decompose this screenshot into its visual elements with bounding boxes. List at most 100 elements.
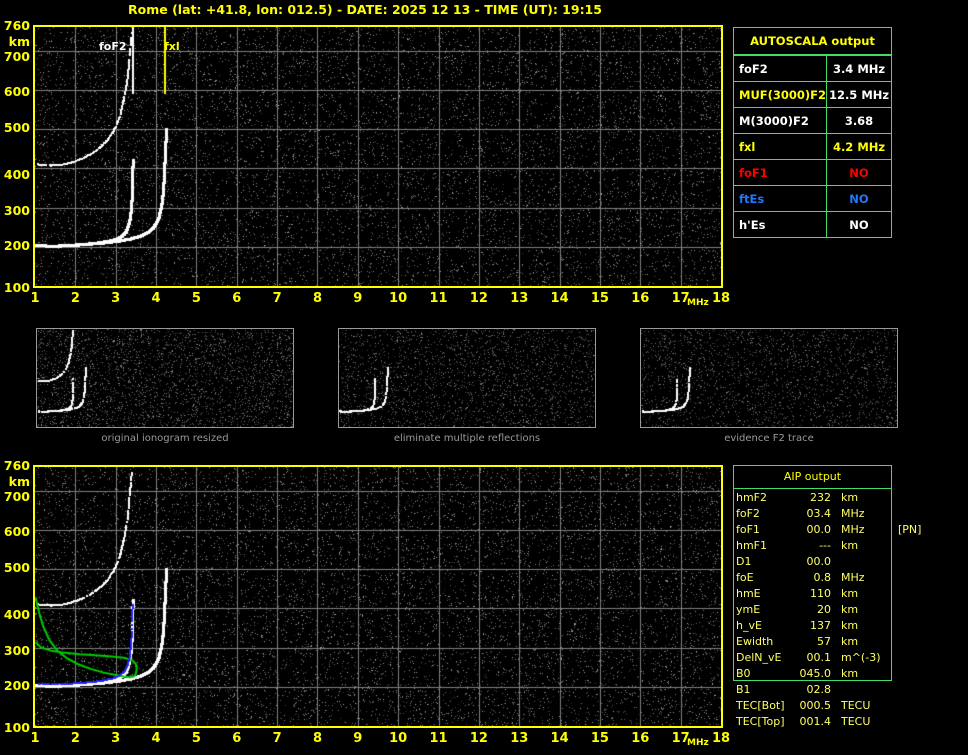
xaxis-tick-11: 11 <box>429 731 448 746</box>
aip-param-value: 232 <box>810 491 831 504</box>
bottom-ylabel-300: 300 <box>3 643 30 658</box>
xaxis-tick-12: 12 <box>469 731 488 746</box>
bottom-ylabel-600: 600 <box>3 524 30 539</box>
autoscala-value: 3.68 <box>826 107 891 134</box>
autoscala-key: h'Es <box>734 211 828 237</box>
aip-param-name: TEC[Top] <box>736 715 785 728</box>
thumbnail-original-ionogram[interactable] <box>36 328 294 428</box>
xaxis-tick-18: 18 <box>711 731 731 746</box>
xaxis-tick-2: 2 <box>70 291 80 306</box>
aip-row: hmF1 --- km <box>733 538 963 554</box>
top-ylabel-400: 400 <box>3 167 30 182</box>
xaxis-tick-18: 18 <box>711 291 731 306</box>
top-ionogram-plot[interactable] <box>33 25 723 288</box>
top-ylabel-100: 100 <box>3 280 30 295</box>
xaxis-tick-17: 17 <box>671 291 690 306</box>
autoscala-value: NO <box>826 159 891 186</box>
aip-row: foF2 03.4 MHz <box>733 506 963 522</box>
bottom-ylabel-400: 400 <box>3 607 30 622</box>
thumbnail-eliminate-multiple-reflections[interactable] <box>338 328 596 428</box>
bottom-ionogram-canvas <box>35 467 721 726</box>
aip-output-panel: AIP output <box>733 465 892 681</box>
aip-row: DelN_vE 00.1 m^(-3) <box>733 650 963 666</box>
thumbnail-2-canvas <box>339 329 595 427</box>
xaxis-tick-7: 7 <box>272 731 282 746</box>
aip-row: D1 00.0 <box>733 554 963 570</box>
aip-param-unit: TECU <box>841 699 871 712</box>
xaxis-tick-13: 13 <box>510 731 529 746</box>
top-ylabel-760: 760 <box>3 18 30 33</box>
marker-label-fxl: fxl <box>164 40 180 53</box>
bottom-xaxis-unit: MHz <box>687 738 709 748</box>
xaxis-tick-3: 3 <box>111 731 121 746</box>
thumbnail-3-caption: evidence F2 trace <box>724 433 814 444</box>
xaxis-tick-10: 10 <box>389 291 408 306</box>
thumbnail-evidence-f2-trace[interactable] <box>640 328 898 428</box>
autoscala-row: foF1 NO <box>734 159 891 186</box>
xaxis-tick-9: 9 <box>353 291 363 306</box>
aip-row: B1 02.8 <box>733 682 963 698</box>
top-ylabel-300: 300 <box>3 203 30 218</box>
autoscala-row: MUF(3000)F2 12.5 MHz <box>734 81 891 108</box>
aip-param-name: B0 <box>736 667 751 680</box>
aip-param-value: 20 <box>817 603 831 616</box>
xaxis-tick-14: 14 <box>550 291 569 306</box>
thumbnail-3-canvas <box>641 329 897 427</box>
autoscala-row: ftEs NO <box>734 185 891 212</box>
aip-param-unit: m^(-3) <box>841 651 881 664</box>
top-ylabel-600: 600 <box>3 84 30 99</box>
aip-row: foE 0.8 MHz <box>733 570 963 586</box>
aip-param-unit: km <box>841 619 859 632</box>
xaxis-tick-5: 5 <box>191 731 201 746</box>
xaxis-tick-3: 3 <box>111 291 121 306</box>
aip-param-unit: km <box>841 635 859 648</box>
autoscala-row: h'Es NO <box>734 211 891 237</box>
aip-row: B0 045.0 km <box>733 666 963 682</box>
autoscala-key: foF2 <box>734 55 828 82</box>
top-yunit-km: km <box>8 34 30 49</box>
bottom-ylabel-700: 700 <box>3 489 30 504</box>
aip-param-unit: km <box>841 603 859 616</box>
aip-param-value: 001.4 <box>799 715 832 728</box>
xaxis-tick-4: 4 <box>151 291 161 306</box>
autoscala-key: MUF(3000)F2 <box>734 81 828 108</box>
xaxis-tick-12: 12 <box>469 291 488 306</box>
xaxis-tick-14: 14 <box>550 731 569 746</box>
aip-row: foF1 00.0 MHz [PN] <box>733 522 963 538</box>
aip-param-note: [PN] <box>898 523 922 536</box>
xaxis-tick-10: 10 <box>389 731 408 746</box>
xaxis-tick-4: 4 <box>151 731 161 746</box>
autoscala-row: foF2 3.4 MHz <box>734 55 891 82</box>
aip-param-unit: km <box>841 667 859 680</box>
aip-param-value: 02.8 <box>806 683 832 696</box>
thumbnail-1-caption: original ionogram resized <box>101 433 229 444</box>
page-title: Rome (lat: +41.8, lon: 012.5) - DATE: 20… <box>128 2 602 17</box>
autoscala-key: foF1 <box>734 159 828 186</box>
aip-row: TEC[Top] 001.4 TECU <box>733 714 963 730</box>
xaxis-tick-15: 15 <box>590 291 609 306</box>
xaxis-tick-9: 9 <box>353 731 363 746</box>
autoscala-table: foF2 3.4 MHz MUF(3000)F2 12.5 MHz M(3000)F2 3… <box>734 55 891 237</box>
aip-row: h_vE 137 km <box>733 618 963 634</box>
aip-param-value: --- <box>819 539 831 552</box>
xaxis-tick-11: 11 <box>429 291 448 306</box>
aip-param-name: foE <box>736 571 754 584</box>
bottom-ionogram-plot[interactable] <box>33 465 723 728</box>
top-ionogram-canvas <box>35 27 721 286</box>
bottom-ylabel-500: 500 <box>3 560 30 575</box>
aip-param-unit: km <box>841 587 859 600</box>
xaxis-tick-15: 15 <box>590 731 609 746</box>
aip-param-unit: MHz <box>841 571 865 584</box>
aip-param-unit: MHz <box>841 523 865 536</box>
top-xaxis-unit: MHz <box>687 298 709 308</box>
autoscala-row: M(3000)F2 3.68 <box>734 107 891 134</box>
xaxis-tick-8: 8 <box>312 731 322 746</box>
autoscala-value: NO <box>826 211 891 237</box>
xaxis-tick-5: 5 <box>191 291 201 306</box>
autoscala-key: ftEs <box>734 185 828 212</box>
aip-param-name: Ewidth <box>736 635 774 648</box>
aip-param-unit: km <box>841 491 859 504</box>
aip-param-value: 000.5 <box>799 699 832 712</box>
aip-row: hmE 110 km <box>733 586 963 602</box>
aip-param-unit: TECU <box>841 715 871 728</box>
